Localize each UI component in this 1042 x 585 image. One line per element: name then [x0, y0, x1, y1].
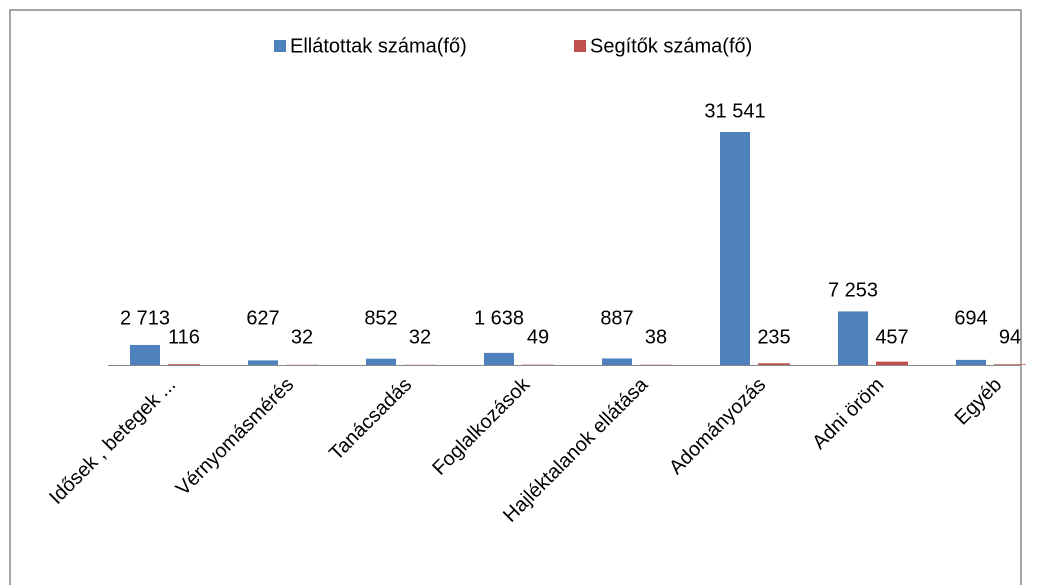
bar: [130, 344, 160, 365]
bar: [876, 361, 908, 365]
value-label: 1 638: [474, 307, 524, 329]
bar: [168, 364, 200, 365]
value-label: 694: [954, 307, 987, 329]
value-label: 2 713: [120, 307, 170, 329]
legend-label: Ellátottak száma(fő): [290, 35, 467, 57]
chart-border: [9, 9, 1022, 585]
value-label: 627: [246, 307, 279, 329]
bar: [838, 311, 868, 365]
bar: [484, 352, 514, 365]
bar: [720, 132, 750, 365]
value-label: 32: [291, 326, 313, 348]
value-label: 457: [875, 326, 908, 348]
bar: [602, 358, 632, 365]
value-label: 38: [645, 326, 667, 348]
bar: [248, 360, 278, 365]
legend-label: Segítők száma(fő): [590, 35, 752, 57]
value-label: 49: [527, 326, 549, 348]
value-label: 887: [600, 307, 633, 329]
value-label: 235: [757, 326, 790, 348]
value-label: 31 541: [704, 100, 765, 122]
value-label: 94: [999, 326, 1021, 348]
value-label: 32: [409, 326, 431, 348]
legend-swatch: [574, 40, 586, 52]
bar: [956, 359, 986, 365]
value-label: 116: [168, 326, 200, 348]
value-label: 852: [364, 307, 397, 329]
bar: [994, 364, 1026, 365]
bar: [366, 358, 396, 365]
value-label: 7 253: [828, 280, 878, 302]
bar: [758, 363, 790, 365]
legend-swatch: [274, 40, 286, 52]
